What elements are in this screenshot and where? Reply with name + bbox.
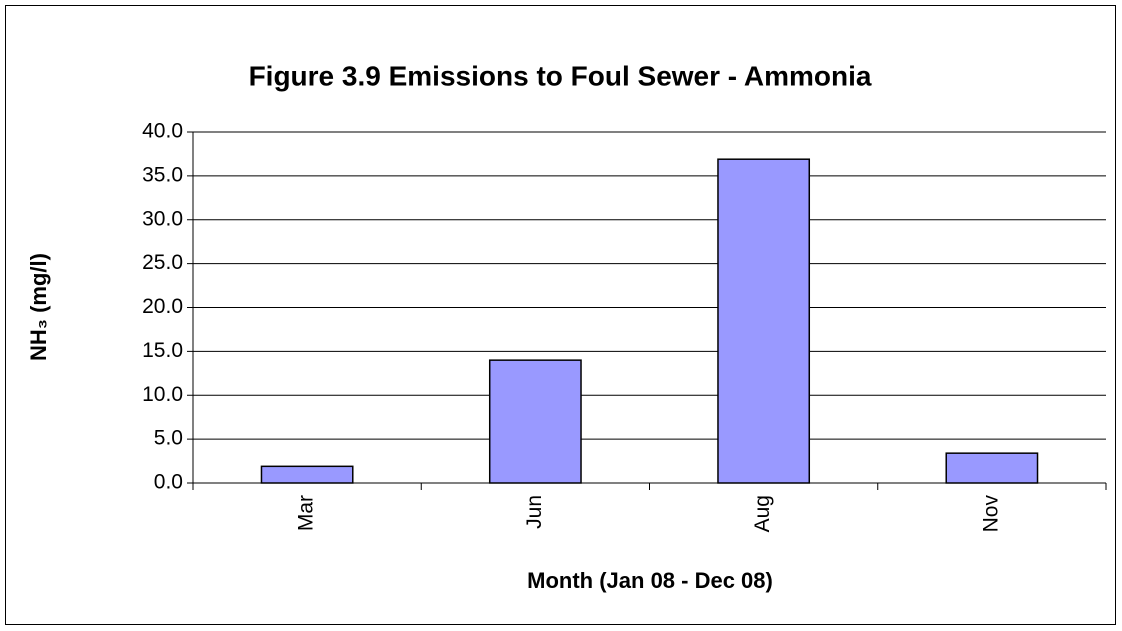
x-axis-label: Month (Jan 08 - Dec 08) bbox=[527, 568, 773, 593]
y-tick-label: 25.0 bbox=[142, 251, 183, 274]
y-tick-label: 40.0 bbox=[142, 120, 183, 143]
y-tick-label: 35.0 bbox=[142, 163, 183, 186]
x-tick-label: Aug bbox=[751, 495, 774, 532]
bar bbox=[260, 465, 354, 484]
chart-title: Figure 3.9 Emissions to Foul Sewer - Amm… bbox=[249, 60, 872, 91]
bar bbox=[717, 158, 811, 484]
bar bbox=[945, 452, 1039, 484]
x-tick-label: Nov bbox=[979, 495, 1002, 533]
y-tick-label: 0.0 bbox=[154, 471, 183, 494]
bar bbox=[488, 359, 582, 484]
y-tick-label: 20.0 bbox=[142, 295, 183, 318]
y-tick-label: 30.0 bbox=[142, 207, 183, 230]
chart-frame bbox=[5, 5, 1116, 625]
y-tick-label: 15.0 bbox=[142, 339, 183, 362]
y-tick-label: 5.0 bbox=[154, 427, 183, 450]
y-axis-label: NH₃ (mg/l) bbox=[26, 253, 51, 361]
x-tick-label: Jun bbox=[523, 495, 546, 529]
x-tick-label: Mar bbox=[295, 495, 318, 531]
y-tick-label: 10.0 bbox=[142, 383, 183, 406]
